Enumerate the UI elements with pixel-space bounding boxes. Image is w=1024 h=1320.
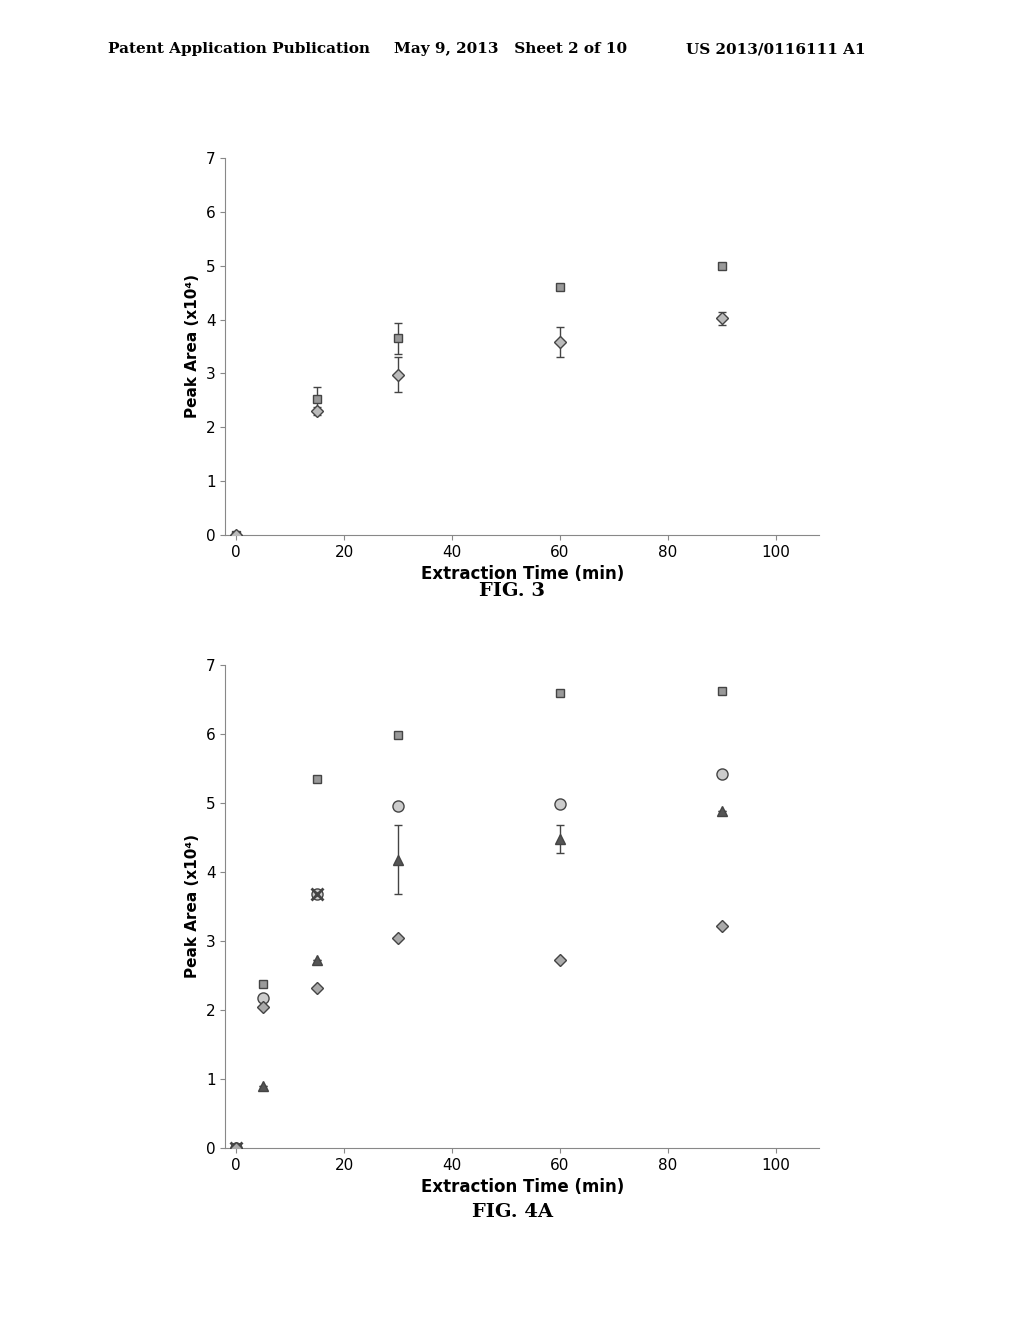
Text: US 2013/0116111 A1: US 2013/0116111 A1 bbox=[686, 42, 865, 57]
X-axis label: Extraction Time (min): Extraction Time (min) bbox=[421, 565, 624, 583]
Text: Patent Application Publication: Patent Application Publication bbox=[108, 42, 370, 57]
Text: FIG. 3: FIG. 3 bbox=[479, 582, 545, 601]
Y-axis label: Peak Area (x10⁴): Peak Area (x10⁴) bbox=[185, 275, 201, 418]
Text: FIG. 4A: FIG. 4A bbox=[471, 1203, 553, 1221]
X-axis label: Extraction Time (min): Extraction Time (min) bbox=[421, 1179, 624, 1196]
Y-axis label: Peak Area (x10⁴): Peak Area (x10⁴) bbox=[185, 834, 201, 978]
Text: May 9, 2013   Sheet 2 of 10: May 9, 2013 Sheet 2 of 10 bbox=[394, 42, 628, 57]
